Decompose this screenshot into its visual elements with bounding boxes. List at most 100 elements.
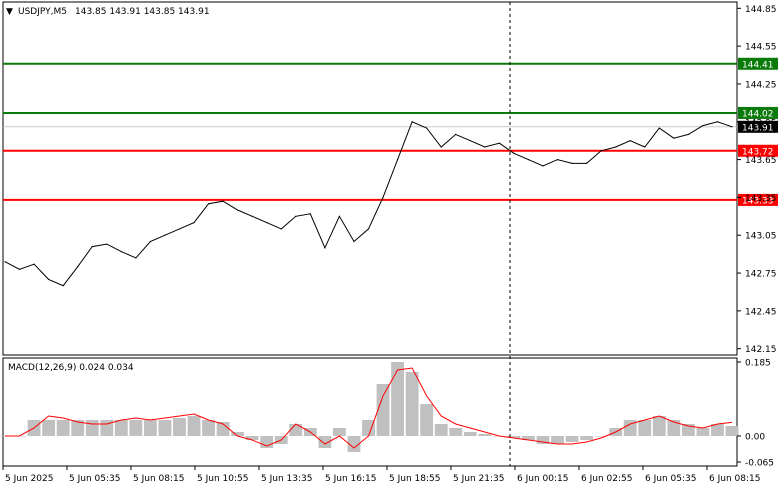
macd-histogram-bar — [216, 422, 230, 436]
price-point — [658, 127, 660, 129]
axis-layer: 144.41 144.02 143.91 143.72 143.33 144.85 144.… — [2, 5, 778, 484]
macd-histogram-bar — [202, 420, 215, 436]
macd-histogram-bar — [696, 428, 710, 436]
level-tag-resistance-144-41 — [738, 57, 778, 70]
macd-histogram-bar — [85, 420, 99, 436]
macd-histogram-bar — [711, 424, 724, 436]
macd-axis-tick-label: 0.00 — [745, 433, 765, 443]
price-point — [600, 150, 602, 152]
price-point — [324, 247, 326, 249]
macd-axis-tick-label: -0.065 — [745, 459, 774, 469]
price-point — [484, 146, 486, 148]
price-point — [513, 152, 515, 154]
time-axis-tick-label: 5 Jun 21:35 — [453, 474, 504, 484]
price-point — [673, 137, 675, 139]
price-point — [411, 121, 413, 123]
time-axis-tick-label: 6 Jun 00:15 — [517, 474, 568, 484]
collapse-arrow-icon[interactable]: ▼ — [6, 7, 13, 17]
macd-histogram-bar — [173, 418, 186, 436]
macd-histogram-bar — [187, 416, 201, 436]
price-point — [556, 158, 559, 161]
macd-panel-frame — [2, 357, 738, 467]
macd-histogram-bar — [289, 424, 303, 436]
macd-histogram-bar — [522, 436, 535, 440]
price-point — [731, 126, 733, 128]
price-point — [367, 228, 370, 230]
price-point — [469, 140, 471, 142]
price-point — [498, 142, 500, 144]
macd-histogram-bar — [362, 420, 375, 436]
macd-histogram-bar — [434, 424, 448, 436]
price-point — [586, 162, 588, 164]
price-point — [309, 213, 311, 215]
time-axis-tick-label: 5 Jun 13:35 — [261, 474, 312, 484]
price-point — [106, 243, 108, 245]
level-tag-text-current-price: 143.91 — [742, 123, 774, 133]
time-axis-tick-label: 6 Jun 02:55 — [581, 474, 632, 484]
macd-histogram-bar — [623, 420, 637, 436]
macd-signal-line — [5, 367, 733, 449]
price-point — [687, 133, 689, 135]
macd-histogram-bar — [42, 420, 56, 436]
price-point — [164, 234, 166, 236]
price-point — [629, 140, 631, 142]
level-tag-text-resistance-144-02: 144.02 — [742, 109, 774, 119]
price-axis-tick-label: 143.95 — [745, 118, 777, 128]
macd-histogram-bar — [347, 436, 361, 452]
price-point — [149, 240, 151, 243]
price-axis-tick-label: 143.35 — [745, 194, 777, 204]
macd-histogram-bar — [725, 426, 739, 436]
price-point — [4, 261, 6, 263]
macd-histogram-bar — [449, 428, 463, 436]
price-layer — [3, 62, 737, 287]
price-point — [237, 209, 239, 211]
macd-histogram-bar — [594, 436, 608, 437]
macd-histogram-bar — [478, 434, 492, 436]
macd-histogram-bar — [405, 372, 419, 436]
ohlc-values: 143.85 143.91 143.85 143.91 — [75, 7, 210, 17]
price-point — [295, 215, 297, 217]
macd-histogram-bar — [333, 428, 346, 436]
macd-histogram-bar — [667, 420, 681, 436]
macd-histogram-bar — [652, 416, 666, 436]
price-point — [527, 158, 530, 161]
time-axis-tick-label: 6 Jun 05:35 — [645, 474, 696, 484]
macd-histogram-bar — [463, 432, 477, 436]
macd-histogram-bar — [376, 384, 390, 436]
price-axis-tick-label: 142.45 — [745, 307, 777, 317]
price-point — [135, 257, 137, 259]
price-point — [338, 215, 341, 217]
price-point — [120, 251, 122, 253]
price-point — [62, 285, 64, 287]
macd-histogram-bar — [536, 436, 550, 444]
price-point — [396, 158, 399, 161]
macd-axis-tick-label: 0.185 — [745, 359, 771, 369]
time-axis-tick-label: 5 Jun 05:35 — [69, 474, 120, 484]
price-axis-tick-label: 144.25 — [745, 80, 777, 90]
price-point — [33, 263, 35, 265]
macd-histogram-bar — [143, 420, 157, 436]
time-axis-tick-label: 6 Jun 08:15 — [709, 474, 760, 484]
price-point — [426, 127, 428, 129]
price-point — [702, 124, 704, 127]
level-tag-current-price — [738, 120, 778, 133]
price-point — [571, 162, 573, 164]
price-point — [77, 266, 79, 268]
time-axis-tick-label: 5 Jun 16:15 — [325, 474, 376, 484]
price-axis-tick-label: 143.65 — [745, 156, 777, 166]
level-tag-resistance-144-02 — [738, 106, 778, 119]
macd-histogram-bar — [56, 420, 70, 436]
macd-histogram-bar — [391, 362, 404, 436]
price-axis-tick-label: 142.15 — [745, 345, 777, 355]
macd-label: MACD(12,26,9) 0.024 0.034 — [8, 363, 134, 373]
macd-histogram-bar — [507, 436, 521, 438]
macd-histogram-bar — [580, 436, 594, 440]
macd-histogram-bar — [420, 404, 434, 436]
price-point — [207, 203, 210, 205]
price-point — [48, 278, 50, 280]
price-axis-tick-label: 144.55 — [745, 43, 777, 53]
price-point — [440, 146, 442, 148]
level-tag-text-support-143-33: 143.33 — [742, 196, 774, 206]
